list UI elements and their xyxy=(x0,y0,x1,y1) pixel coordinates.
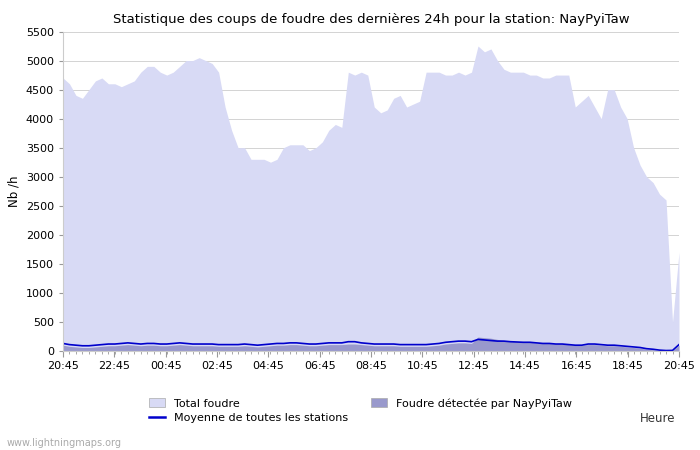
Title: Statistique des coups de foudre des dernières 24h pour la station: NayPyiTaw: Statistique des coups de foudre des dern… xyxy=(113,13,629,26)
Text: Heure: Heure xyxy=(640,412,676,425)
Legend: Total foudre, Moyenne de toutes les stations, Foudre détectée par NayPyiTaw: Total foudre, Moyenne de toutes les stat… xyxy=(148,398,572,423)
Y-axis label: Nb /h: Nb /h xyxy=(7,176,20,207)
Text: www.lightningmaps.org: www.lightningmaps.org xyxy=(7,438,122,448)
